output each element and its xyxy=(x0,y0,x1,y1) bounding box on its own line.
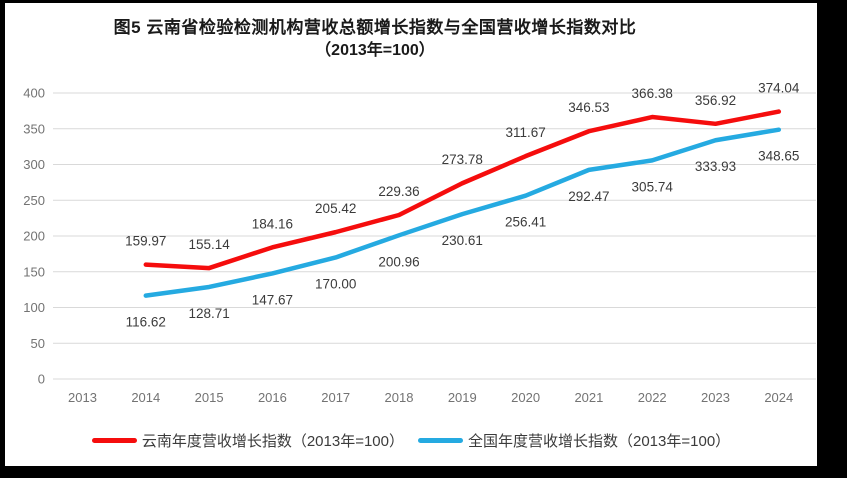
line-chart-plot-area: 0 50 100 150 200 250 300 350 400 2013 2014 2015 2016… xyxy=(23,81,816,405)
legend-label: 全国年度营收增长指数（2013年=100） xyxy=(468,433,731,450)
chart-panel: 图5 云南省检验检测机构营收总额增长指数与全国营收增长指数对比 （2013年=1… xyxy=(5,3,817,466)
y-axis-tick-label: 350 xyxy=(23,121,45,136)
legend-label: 云南年度营收增长指数（2013年=100） xyxy=(141,433,404,450)
data-label: 205.42 xyxy=(315,201,356,216)
data-label: 374.04 xyxy=(758,81,800,96)
data-label: 200.96 xyxy=(378,254,419,269)
data-label: 273.78 xyxy=(442,152,483,167)
data-label: 305.74 xyxy=(632,179,674,194)
data-label: 366.38 xyxy=(632,86,673,101)
x-axis-tick-label: 2020 xyxy=(511,390,540,405)
data-label: 159.97 xyxy=(125,234,166,249)
y-axis-tick-label: 150 xyxy=(23,264,45,279)
legend-line-swatch xyxy=(91,438,137,443)
y-axis-tick-label: 100 xyxy=(23,300,45,315)
data-label: 184.16 xyxy=(252,216,293,231)
chart-legend: 云南年度营收增长指数（2013年=100） 全国年度营收增长指数（2013年=10… xyxy=(5,430,817,451)
y-axis-tick-label: 200 xyxy=(23,229,45,244)
data-label: 348.65 xyxy=(758,149,799,164)
legend-line-swatch xyxy=(418,438,463,443)
x-axis-tick-label: 2018 xyxy=(385,390,414,405)
data-label: 229.36 xyxy=(378,184,419,199)
x-axis-tick-label: 2019 xyxy=(448,390,477,405)
y-axis-tick-label: 50 xyxy=(31,336,45,351)
data-label: 170.00 xyxy=(315,276,356,291)
x-axis-tick-label: 2022 xyxy=(638,390,667,405)
x-axis-tick-label: 2021 xyxy=(574,390,603,405)
x-axis-tick-label: 2014 xyxy=(131,390,160,405)
data-label: 311.67 xyxy=(505,125,545,140)
y-axis-tick-label: 400 xyxy=(23,86,45,101)
x-axis-tick-label: 2015 xyxy=(195,390,224,405)
data-label: 147.67 xyxy=(252,292,293,307)
legend-item: 全国年度营收增长指数（2013年=100） xyxy=(418,430,730,451)
data-label: 346.53 xyxy=(568,100,609,115)
legend-item: 云南年度营收增长指数（2013年=100） xyxy=(91,430,404,451)
data-label: 356.92 xyxy=(695,93,736,108)
y-axis-tick-label: 300 xyxy=(23,157,45,172)
data-label: 116.62 xyxy=(126,315,166,330)
data-label: 128.71 xyxy=(188,306,229,321)
x-axis-tick-label: 2024 xyxy=(764,390,793,405)
data-label: 155.14 xyxy=(188,237,230,252)
data-label: 333.93 xyxy=(695,159,736,174)
data-label: 292.47 xyxy=(568,189,609,204)
x-axis-tick-label: 2023 xyxy=(701,390,730,405)
x-axis-tick-label: 2013 xyxy=(68,390,97,405)
y-axis-tick-label: 250 xyxy=(23,193,45,208)
data-label: 256.41 xyxy=(505,215,546,230)
y-axis-tick-label: 0 xyxy=(38,372,45,387)
x-axis-tick-label: 2017 xyxy=(321,390,350,405)
data-label: 230.61 xyxy=(442,233,483,248)
chart-subtitle: （2013年=100） xyxy=(315,42,435,59)
chart-title: 图5 云南省检验检测机构营收总额增长指数与全国营收增长指数对比 xyxy=(113,18,637,37)
series-line-0 xyxy=(143,109,782,271)
chart-title-block: 图5 云南省检验检测机构营收总额增长指数与全国营收增长指数对比 （2013年=1… xyxy=(5,16,745,62)
x-axis-tick-label: 2016 xyxy=(258,390,287,405)
series-line-1 xyxy=(143,127,782,298)
